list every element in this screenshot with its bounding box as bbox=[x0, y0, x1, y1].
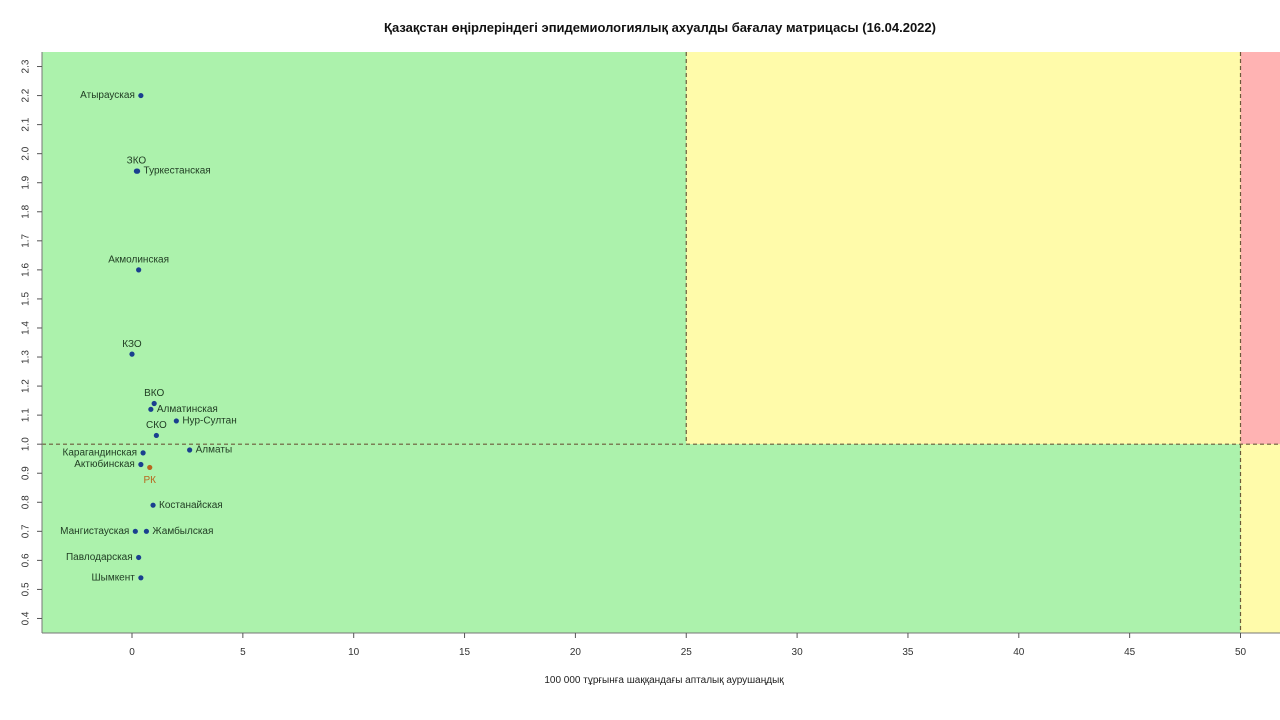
data-point bbox=[153, 432, 159, 439]
data-point bbox=[138, 461, 144, 468]
zone-yellow-lower bbox=[1240, 444, 1280, 633]
threshold-lines bbox=[42, 52, 1280, 633]
y-tick-label: 2.3 bbox=[21, 59, 32, 73]
point-label: Карагандинская bbox=[63, 448, 138, 459]
y-tick-label: 1.0 bbox=[21, 437, 32, 451]
y-tick-label: 0.7 bbox=[21, 524, 32, 538]
point-label: Атырауская bbox=[80, 90, 135, 101]
x-tick-label: 0 bbox=[129, 647, 135, 658]
data-point bbox=[187, 447, 193, 453]
y-tick-label: 1.2 bbox=[21, 379, 32, 393]
x-tick-label: 5 bbox=[240, 647, 246, 658]
data-point bbox=[138, 92, 144, 99]
point-label: Шымкент bbox=[91, 572, 135, 583]
x-tick-label: 40 bbox=[1013, 647, 1025, 658]
y-tick-label: 1.7 bbox=[21, 233, 32, 247]
point-label: Алматы bbox=[196, 445, 233, 456]
y-tick-label: 2.0 bbox=[21, 146, 32, 160]
data-point bbox=[136, 554, 142, 561]
point-label: Павлодарская bbox=[66, 552, 133, 563]
x-tick-label: 10 bbox=[348, 647, 360, 658]
data-point bbox=[134, 168, 141, 174]
point-label: Нур-Султан bbox=[182, 416, 236, 427]
data-point bbox=[173, 418, 179, 424]
chart-title: Қазақстан өңірлеріндегі эпидемиологиялық… bbox=[384, 20, 936, 35]
data-point bbox=[129, 351, 135, 357]
y-tick-label: 1.3 bbox=[21, 350, 32, 364]
y-tick-label: 1.6 bbox=[21, 262, 32, 276]
data-point bbox=[136, 267, 142, 273]
point-label: РК bbox=[143, 475, 156, 486]
data-point bbox=[148, 406, 154, 412]
point-label: Актюбинская bbox=[74, 458, 135, 470]
risk-zones bbox=[42, 52, 1280, 633]
data-point bbox=[150, 502, 156, 508]
data-point bbox=[147, 464, 153, 471]
data-point bbox=[132, 528, 138, 534]
axes: 0 5 10 15 20 25 30 35 40 45 50 0.4 0.5 0.6 0.7 0.8 0.9 1.… bbox=[21, 52, 1280, 658]
x-tick-label: 30 bbox=[792, 647, 804, 658]
data-point bbox=[143, 528, 150, 534]
x-tick-label: 50 bbox=[1235, 647, 1247, 658]
data-point bbox=[140, 450, 146, 456]
y-tick-label: 0.9 bbox=[21, 466, 32, 480]
x-tick-label: 35 bbox=[902, 647, 914, 658]
x-tick-label: 20 bbox=[570, 647, 582, 658]
point-label: ЗКО bbox=[127, 156, 147, 167]
point-label: Мангистауская bbox=[60, 526, 129, 537]
y-tick-label: 0.8 bbox=[21, 495, 32, 509]
y-tick-label: 0.4 bbox=[21, 611, 32, 625]
y-tick-label: 1.4 bbox=[21, 321, 32, 335]
y-tick-label: 2.2 bbox=[21, 88, 32, 102]
y-tick-label: 1.9 bbox=[21, 175, 32, 189]
point-label: Жамбылская bbox=[152, 525, 213, 537]
x-tick-label: 25 bbox=[681, 647, 693, 658]
zone-red bbox=[1240, 52, 1280, 445]
y-tick-label: 2.1 bbox=[21, 117, 32, 131]
data-point bbox=[138, 575, 144, 581]
x-axis-title: 100 000 тұрғынға шаққандағы апталық ауру… bbox=[544, 675, 784, 686]
y-tick-label: 1.5 bbox=[21, 292, 32, 306]
data-point bbox=[151, 400, 157, 407]
y-tick-label: 0.6 bbox=[21, 553, 32, 567]
zone-yellow-upper bbox=[686, 52, 1241, 445]
y-tick-label: 1.1 bbox=[21, 408, 32, 422]
point-label: Алматинская bbox=[157, 404, 218, 415]
point-label: Костанайская bbox=[159, 500, 223, 511]
x-tick-label: 15 bbox=[459, 647, 471, 658]
point-label: Туркестанская bbox=[144, 166, 211, 177]
point-label: ВКО bbox=[144, 388, 164, 399]
point-label: СКО bbox=[146, 420, 167, 431]
y-tick-label: 0.5 bbox=[21, 582, 32, 596]
point-label: Акмолинская bbox=[108, 255, 169, 266]
point-label: КЗО bbox=[122, 339, 142, 350]
x-tick-label: 45 bbox=[1124, 647, 1136, 658]
y-tick-label: 1.8 bbox=[21, 204, 32, 218]
